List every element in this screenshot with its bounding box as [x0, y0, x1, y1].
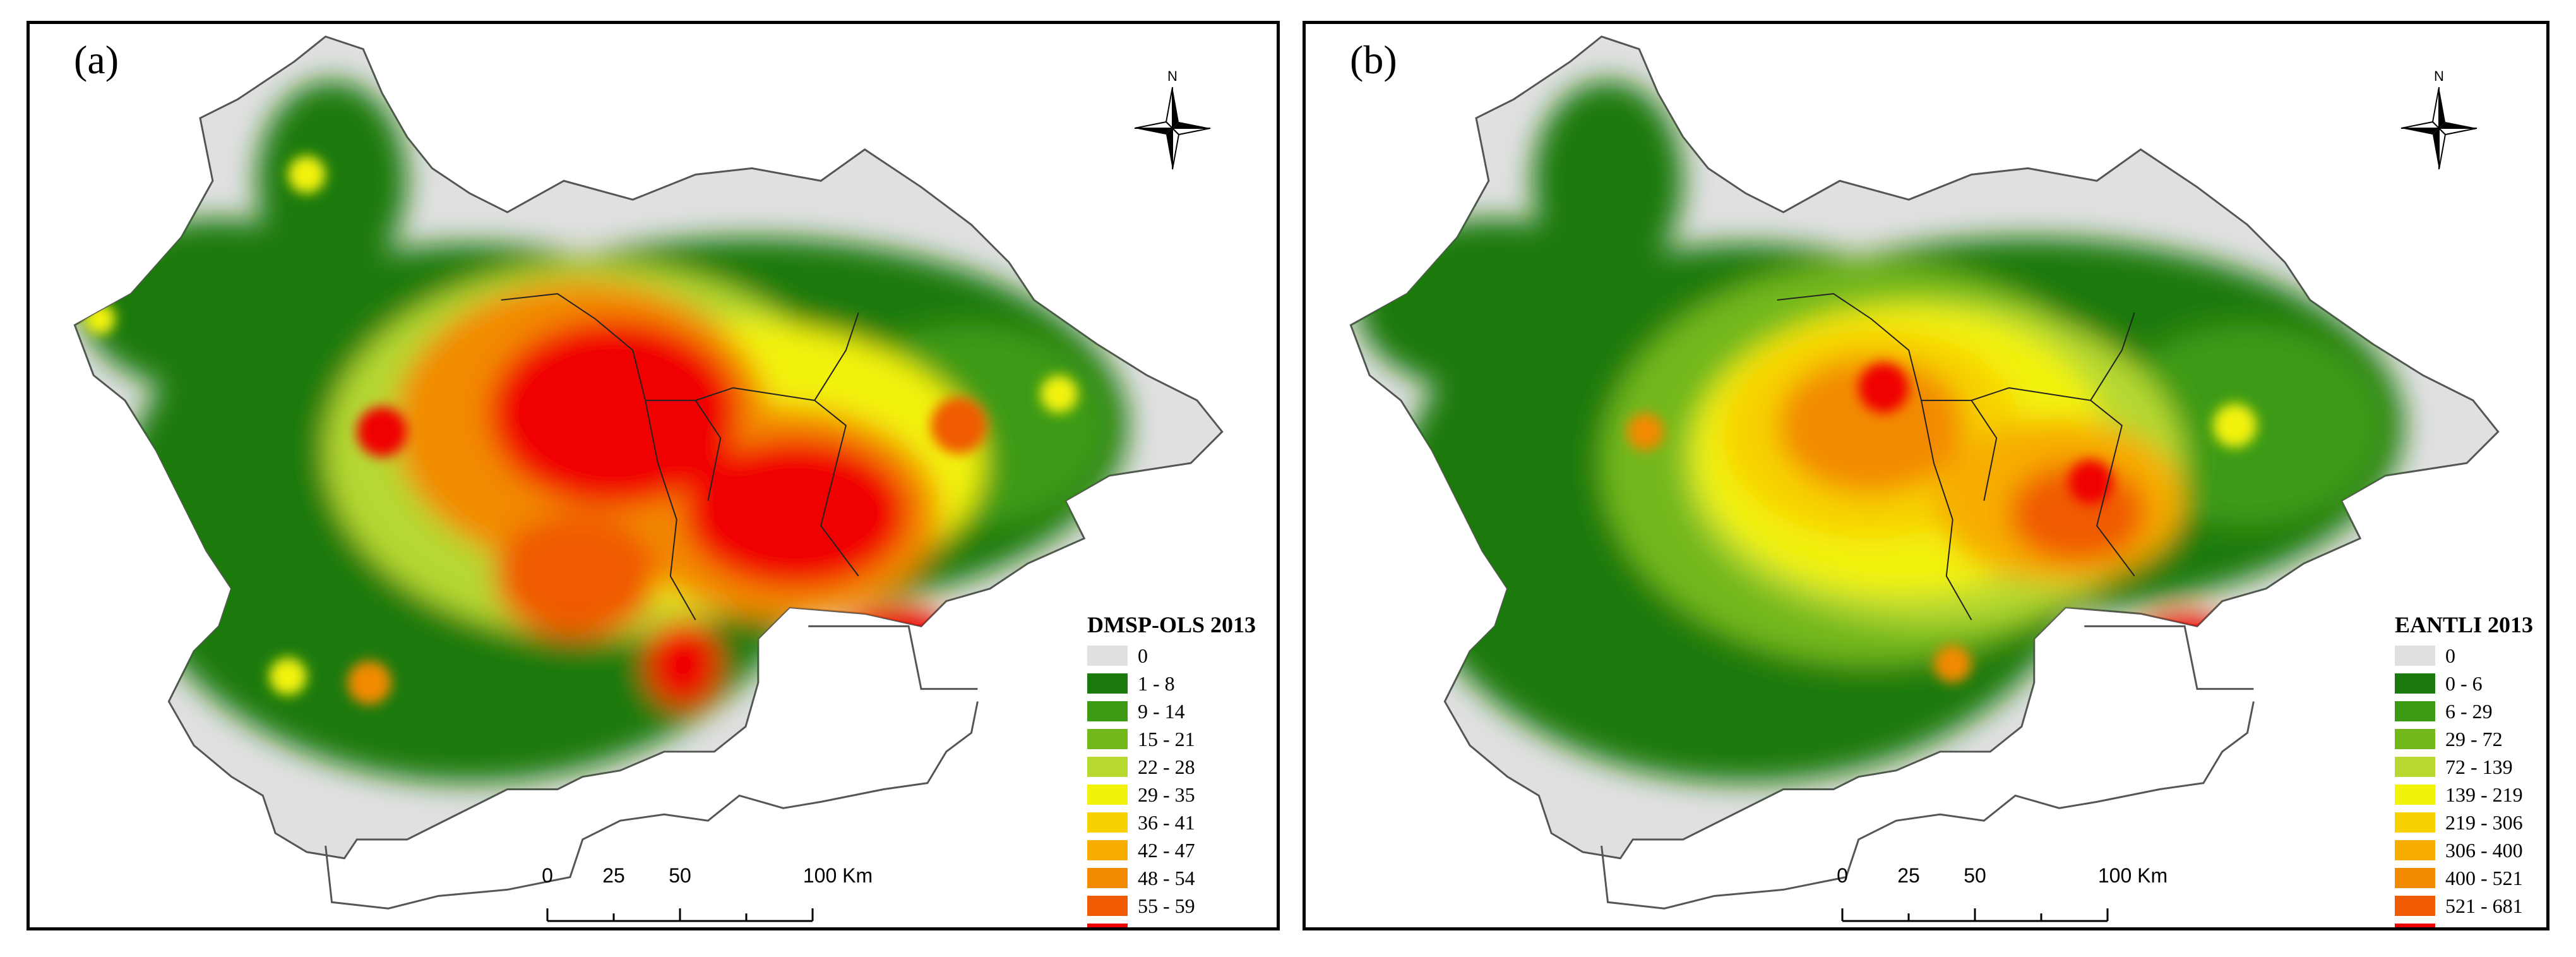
scale-bar: 0 25 50 100 Km [541, 864, 873, 927]
legend-label: 72 - 139 [2445, 755, 2513, 778]
legend-label: 48 - 54 [1138, 866, 1195, 889]
north-label: N [1167, 68, 1178, 84]
legend-swatch [1087, 785, 1128, 805]
scale-label: 100 Km [2097, 864, 2168, 887]
scale-bar: 0 25 50 100 Km [1836, 864, 2168, 927]
legend-item: 681 - 1000 [2395, 920, 2533, 928]
scale-label: 0 [1837, 864, 1848, 887]
legend-item: 9 - 14 [1087, 697, 1256, 725]
legend: EANTLI 2013 0 0 - 6 6 - 29 29 - 72 72 - 139 1… [2395, 611, 2534, 928]
legend-item: 139 - 219 [2395, 781, 2533, 809]
legend-label: 219 - 306 [2445, 810, 2523, 834]
compass-icon [2400, 87, 2478, 170]
legend-label: 22 - 28 [1138, 755, 1195, 778]
legend-label: 400 - 521 [2445, 866, 2523, 889]
legend-item: 306 - 400 [2395, 836, 2533, 864]
map-panel-a: (a) N DMSP-OLS 2013 0 1 - 8 9 - 14 15 - 21 2… [27, 21, 1280, 930]
legend-title: DMSP-OLS 2013 [1087, 612, 1256, 637]
legend-item: 29 - 72 [2395, 725, 2533, 753]
compass-icon [1134, 87, 1211, 170]
legend-label: 0 - 6 [2445, 671, 2483, 695]
legend-swatch [2395, 785, 2435, 805]
north-arrow: N [1131, 68, 1213, 176]
legend-item: 400 - 521 [2395, 864, 2533, 892]
legend-swatch [1087, 896, 1128, 916]
legend-swatch [2395, 868, 2435, 888]
north-label: N [2434, 68, 2444, 84]
scale-label: 25 [602, 864, 625, 887]
legend-label: 139 - 219 [2445, 783, 2523, 806]
legend-item: 72 - 139 [2395, 753, 2533, 781]
legend-swatch [1087, 701, 1128, 721]
scale-label: 50 [669, 864, 691, 887]
legend-item: 1 - 8 [1087, 670, 1256, 697]
legend-swatch [2395, 924, 2435, 927]
legend-item: 219 - 306 [2395, 809, 2533, 836]
legend-swatch [1087, 729, 1128, 749]
legend-label: 29 - 35 [1138, 783, 1195, 806]
map-panel-b: (b) N EANTLI 2013 0 0 - 6 6 - 29 29 - 72 72 … [1303, 21, 2549, 930]
legend-swatch [1087, 673, 1128, 694]
legend-swatch [2395, 646, 2435, 666]
legend-label: 15 - 21 [1138, 727, 1195, 750]
legend-label: 521 - 681 [2445, 894, 2523, 917]
legend-item: 48 - 54 [1087, 864, 1256, 892]
legend-item: 22 - 28 [1087, 753, 1256, 781]
north-arrow: N [2398, 68, 2480, 176]
legend-swatch [2395, 840, 2435, 860]
region-map [1349, 35, 2500, 910]
scale-label: 50 [1964, 864, 1986, 887]
legend-label: 306 - 400 [2445, 838, 2523, 862]
legend-swatch [1087, 868, 1128, 888]
legend: DMSP-OLS 2013 0 1 - 8 9 - 14 15 - 21 22 - 28… [1087, 611, 1256, 928]
legend-swatch [1087, 840, 1128, 860]
legend-swatch [2395, 896, 2435, 916]
legend-swatch [1087, 924, 1128, 927]
legend-label: 42 - 47 [1138, 838, 1195, 862]
legend-label: 29 - 72 [2445, 727, 2503, 750]
scale-label: 100 Km [802, 864, 873, 887]
legend-swatch [2395, 757, 2435, 777]
legend-swatch [1087, 757, 1128, 777]
legend-swatch [2395, 701, 2435, 721]
legend-item: 0 [2395, 642, 2533, 670]
region-map [73, 35, 1224, 910]
legend-title: EANTLI 2013 [2395, 612, 2534, 637]
legend-item: 6 - 29 [2395, 697, 2533, 725]
legend-label: 36 - 41 [1138, 810, 1195, 834]
legend-label: 55 - 59 [1138, 894, 1195, 917]
legend-label: 9 - 14 [1138, 699, 1185, 723]
legend-swatch [2395, 812, 2435, 833]
scale-label: 0 [542, 864, 553, 887]
panel-label: (b) [1350, 37, 1397, 82]
scale-label: 25 [1897, 864, 1920, 887]
legend-swatch [2395, 729, 2435, 749]
legend-swatch [2395, 673, 2435, 694]
legend-swatch [1087, 646, 1128, 666]
panel-label: (a) [74, 37, 119, 82]
legend-label: 6 - 29 [2445, 699, 2493, 723]
legend-item: 36 - 41 [1087, 809, 1256, 836]
legend-item: 521 - 681 [2395, 892, 2533, 920]
legend-item: 60 - 63 [1087, 920, 1256, 928]
legend-label: 60 - 63 [1138, 922, 1195, 928]
legend-item: 29 - 35 [1087, 781, 1256, 809]
legend-item: 55 - 59 [1087, 892, 1256, 920]
legend-swatch [1087, 812, 1128, 833]
legend-item: 0 [1087, 642, 1256, 670]
legend-item: 15 - 21 [1087, 725, 1256, 753]
legend-label: 1 - 8 [1138, 671, 1175, 695]
legend-label: 0 [2445, 644, 2455, 667]
legend-label: 681 - 1000 [2445, 922, 2533, 928]
legend-item: 42 - 47 [1087, 836, 1256, 864]
legend-label: 0 [1138, 644, 1148, 667]
legend-item: 0 - 6 [2395, 670, 2533, 697]
